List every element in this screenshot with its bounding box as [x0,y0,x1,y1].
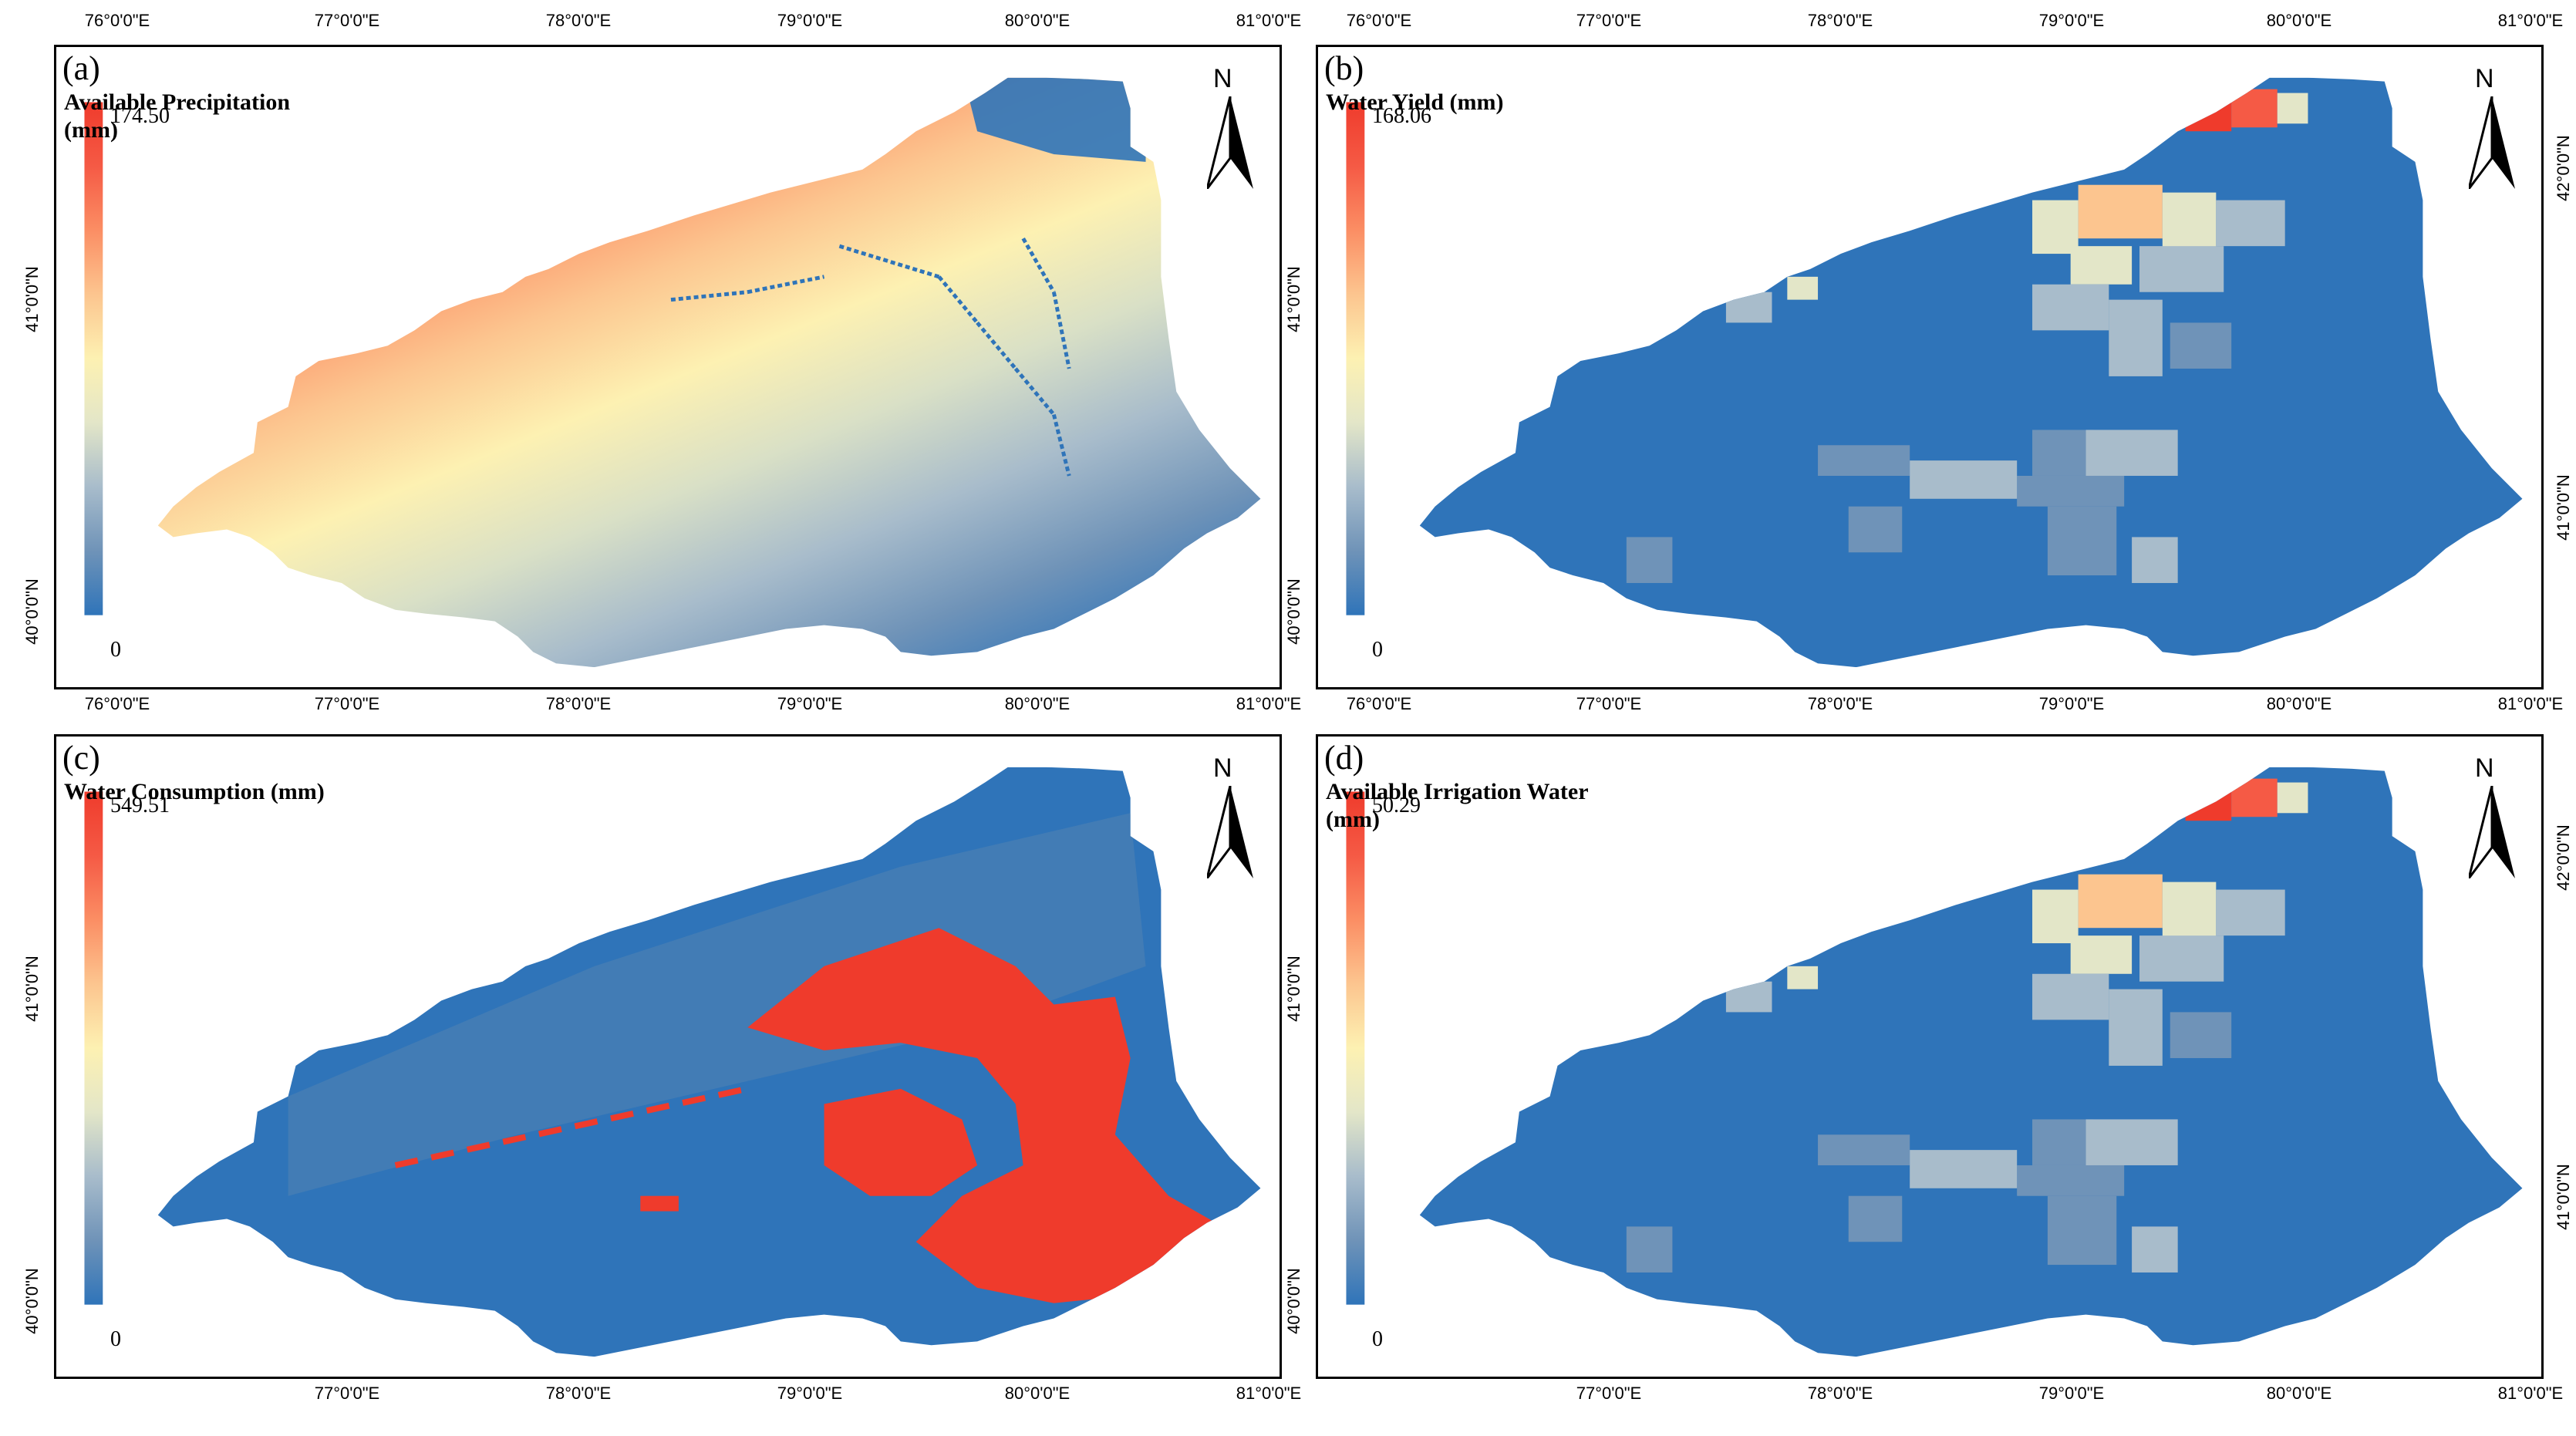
north-label: N [2475,753,2494,783]
legend-max-value: 168.06 [1372,104,1431,128]
panel-title: Available Irrigation Water (mm) [1326,779,1588,832]
x-tick-top: 80°0'0"E [2266,11,2332,30]
y-tick-right: 42°0'0"N [2554,135,2573,201]
x-tick-bottom: 78°0'0"E [1807,1384,1873,1403]
north-label: N [1213,64,1232,93]
x-tick-top: 79°0'0"E [2038,11,2105,30]
map-panel-d: (d) Available Irrigation Water (mm) 50.29 0… [1316,734,2544,1379]
x-tick-bottom: 77°0'0"E [314,1384,380,1403]
x-tick-bottom: 77°0'0"E [1576,1384,1642,1403]
raster-map-c [84,767,1261,1357]
x-tick-bottom: 78°0'0"E [545,1384,612,1403]
x-tick-bottom: 76°0'0"E [1346,694,1412,713]
panel-label: (d) [1324,739,1364,777]
raster-map-b [1346,77,2523,668]
y-tick-left: 40°0'0"N [22,578,42,645]
x-tick-bottom: 81°0'0"E [2497,1384,2564,1403]
basin-raster-c [157,767,1261,1357]
y-tick-left: 40°0'0"N [22,1268,42,1334]
y-tick-left: 40°0'0"N [1284,578,1303,645]
x-tick-top: 80°0'0"E [1004,11,1071,30]
y-tick-right: 42°0'0"N [2554,824,2573,891]
x-tick-top: 77°0'0"E [314,11,380,30]
panel-label: (b) [1324,49,1364,87]
y-tick-right: 41°0'0"N [2554,474,2573,541]
north-label: N [1213,753,1232,783]
x-tick-bottom: 79°0'0"E [777,1384,843,1403]
x-tick-bottom: 78°0'0"E [545,694,612,713]
legend-min-value: 0 [110,1327,121,1351]
north-arrow-icon [2469,786,2515,878]
y-tick-left: 40°0'0"N [1284,1268,1303,1334]
x-tick-top: 78°0'0"E [545,11,612,30]
legend-min-value: 0 [110,638,121,662]
x-tick-bottom: 80°0'0"E [1004,1384,1071,1403]
x-tick-bottom: 77°0'0"E [314,694,380,713]
north-label: N [2475,64,2494,93]
north-arrow-icon [1207,786,1253,878]
x-tick-bottom: 81°0'0"E [1236,694,1302,713]
x-tick-top: 76°0'0"E [1346,11,1412,30]
x-tick-bottom: 76°0'0"E [84,694,150,713]
x-tick-bottom: 79°0'0"E [777,694,843,713]
raster-map-a [84,77,1261,668]
x-tick-bottom: 79°0'0"E [2038,694,2105,713]
x-tick-top: 79°0'0"E [777,11,843,30]
map-panel-c: (c) Water Consumption (mm) 549.51 0 N [54,734,1282,1379]
x-tick-bottom: 80°0'0"E [1004,694,1071,713]
north-arrow-icon [1207,96,1253,189]
legend-max-value: 549.51 [110,794,170,817]
panel-label: (c) [62,739,100,777]
basin-raster-b [1419,77,2523,668]
y-tick-right: 41°0'0"N [2554,1164,2573,1230]
north-arrow-icon [2469,96,2515,189]
x-tick-top: 78°0'0"E [1807,11,1873,30]
x-tick-bottom: 81°0'0"E [2497,694,2564,713]
x-tick-top: 77°0'0"E [1576,11,1642,30]
y-tick-left: 41°0'0"N [1284,956,1303,1022]
legend-max-value: 50.29 [1372,794,1421,817]
legend-min-value: 0 [1372,638,1383,662]
x-tick-top: 81°0'0"E [2497,11,2564,30]
legend-min-value: 0 [1372,1327,1383,1351]
x-tick-bottom: 78°0'0"E [1807,694,1873,713]
panel-title: Available Precipitation (mm) [64,89,291,143]
x-tick-top: 81°0'0"E [1236,11,1302,30]
y-tick-left: 41°0'0"N [1284,266,1303,332]
raster-map-d [1346,767,2523,1357]
y-tick-left: 41°0'0"N [22,956,42,1022]
x-tick-bottom: 80°0'0"E [2266,694,2332,713]
y-tick-left: 41°0'0"N [22,266,42,332]
x-tick-bottom: 80°0'0"E [2266,1384,2332,1403]
x-tick-bottom: 81°0'0"E [1236,1384,1302,1403]
x-tick-top: 76°0'0"E [84,11,150,30]
panel-title: Water Yield (mm) [1326,89,1504,115]
x-tick-bottom: 79°0'0"E [2038,1384,2105,1403]
panel-title: Water Consumption (mm) [64,779,325,804]
x-tick-bottom: 77°0'0"E [1576,694,1642,713]
map-panel-b: (b) Water Yield (mm) 168.06 0 N [1316,45,2544,689]
panel-label: (a) [62,49,100,87]
legend-max-value: 174.50 [110,104,170,128]
map-panel-a: (a) Available Precipitation (mm) 174.50 0 N [54,45,1282,689]
